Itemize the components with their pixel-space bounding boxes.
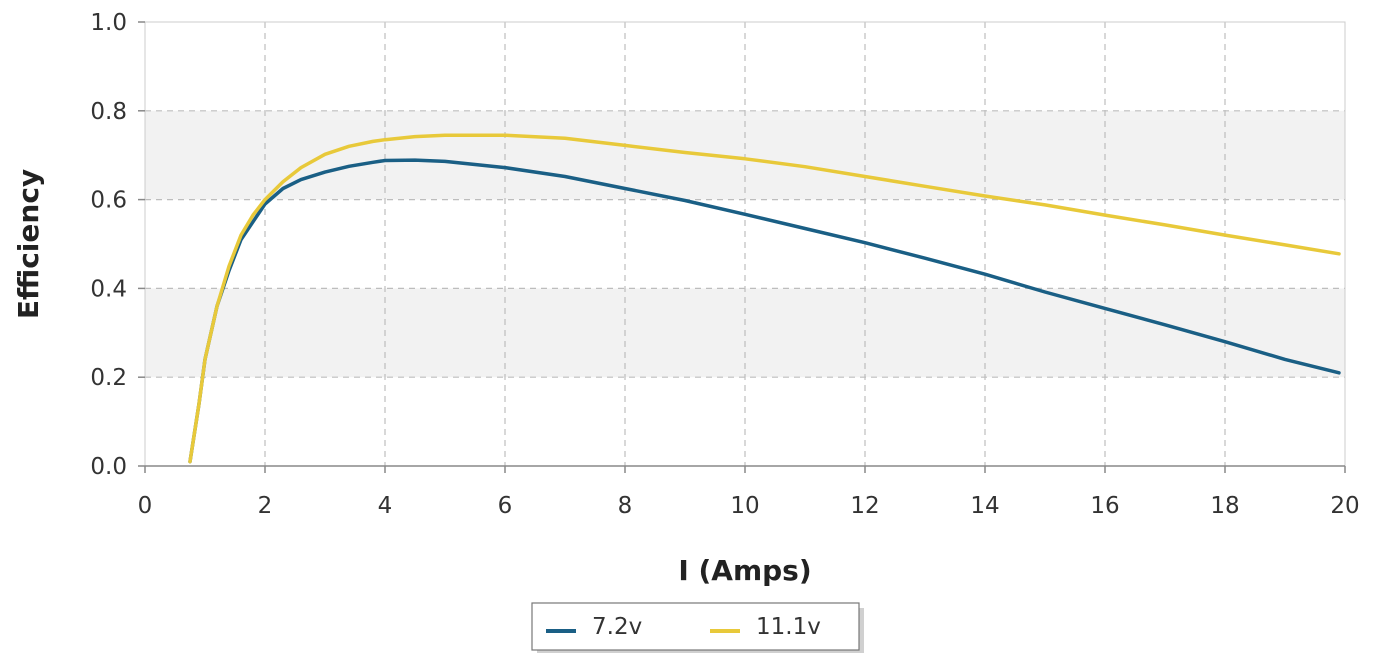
y-tick-labels: 0.0 0.2 0.4 0.6 0.8 1.0 <box>90 10 127 480</box>
x-tick-label: 0 <box>138 493 153 519</box>
x-tick-label: 12 <box>850 493 879 519</box>
x-tick-label: 8 <box>618 493 633 519</box>
x-tick-label: 20 <box>1330 493 1359 519</box>
axes <box>138 21 1346 473</box>
y-tick-label: 1.0 <box>90 10 127 36</box>
legend-label: 11.1v <box>756 614 821 640</box>
x-axis-label: I (Amps) <box>678 554 811 587</box>
legend-box <box>531 602 860 651</box>
gridlines <box>145 22 1345 466</box>
y-tick-label: 0.0 <box>90 454 127 480</box>
x-tick-label: 16 <box>1090 493 1119 519</box>
series-lines <box>188 133 1341 464</box>
y-tick-label: 0.2 <box>90 365 127 391</box>
x-tick-labels: 0 2 4 6 8 10 12 14 16 18 20 <box>138 493 1360 519</box>
legend: 7.2v 11.1v <box>531 602 864 655</box>
x-tick-label: 18 <box>1210 493 1239 519</box>
x-tick-label: 4 <box>378 493 393 519</box>
x-tick-label: 6 <box>498 493 513 519</box>
x-tick-label: 10 <box>730 493 759 519</box>
y-axis-label: Efficiency <box>12 169 45 319</box>
x-tick-label: 2 <box>258 493 273 519</box>
y-tick-label: 0.4 <box>90 276 127 302</box>
y-tick-label: 0.8 <box>90 99 127 125</box>
y-tick-label: 0.6 <box>90 188 127 214</box>
x-tick-label: 14 <box>970 493 999 519</box>
legend-label: 7.2v <box>592 614 642 640</box>
series-line-11.1v <box>188 133 1341 464</box>
